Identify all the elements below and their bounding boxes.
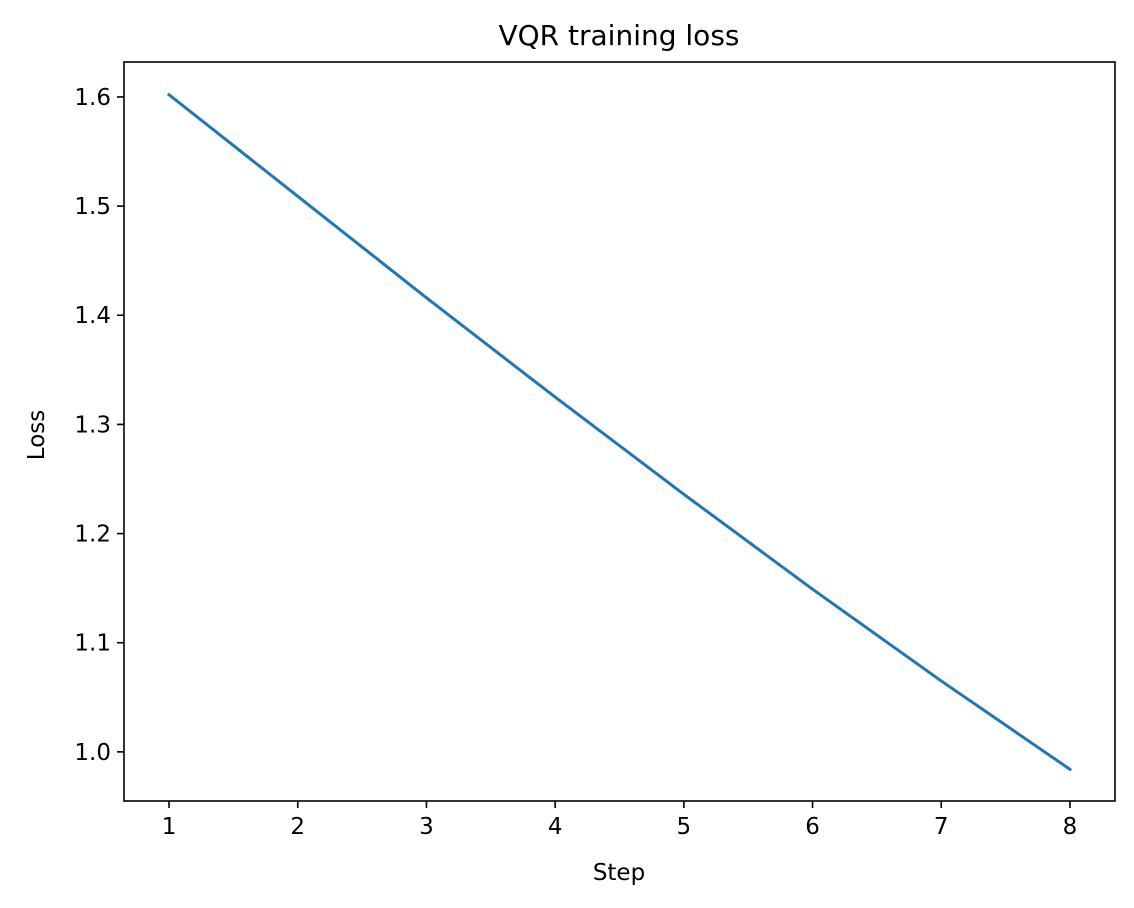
x-axis-label: Step	[593, 860, 645, 886]
x-axis-ticks: 1 2 3 4 5 6 7 8	[162, 801, 1078, 840]
x-tick-label: 2	[290, 814, 305, 840]
x-tick-label: 3	[419, 814, 434, 840]
plot-area-frame	[123, 61, 1116, 802]
y-tick-label: 1.2	[74, 522, 111, 548]
y-tick-label: 1.3	[74, 412, 111, 438]
y-axis-ticks: 1.0 1.1 1.2 1.3 1.4 1.5 1.6	[74, 85, 124, 766]
y-tick-label: 1.5	[74, 194, 111, 220]
series-line-0	[166, 92, 1073, 772]
series-layer	[166, 92, 1073, 772]
chart-title: VQR training loss	[498, 19, 739, 52]
y-tick-label: 1.0	[74, 740, 111, 766]
y-tick-label: 1.1	[74, 631, 111, 657]
x-tick-label: 7	[934, 814, 949, 840]
y-tick-label: 1.6	[74, 85, 111, 111]
y-tick-label: 1.4	[74, 303, 111, 329]
x-tick-label: 5	[677, 814, 692, 840]
x-tick-label: 4	[548, 814, 563, 840]
x-tick-label: 1	[162, 814, 177, 840]
x-tick-label: 6	[805, 814, 820, 840]
x-tick-label: 8	[1063, 814, 1078, 840]
y-axis-label: Loss	[24, 410, 50, 460]
